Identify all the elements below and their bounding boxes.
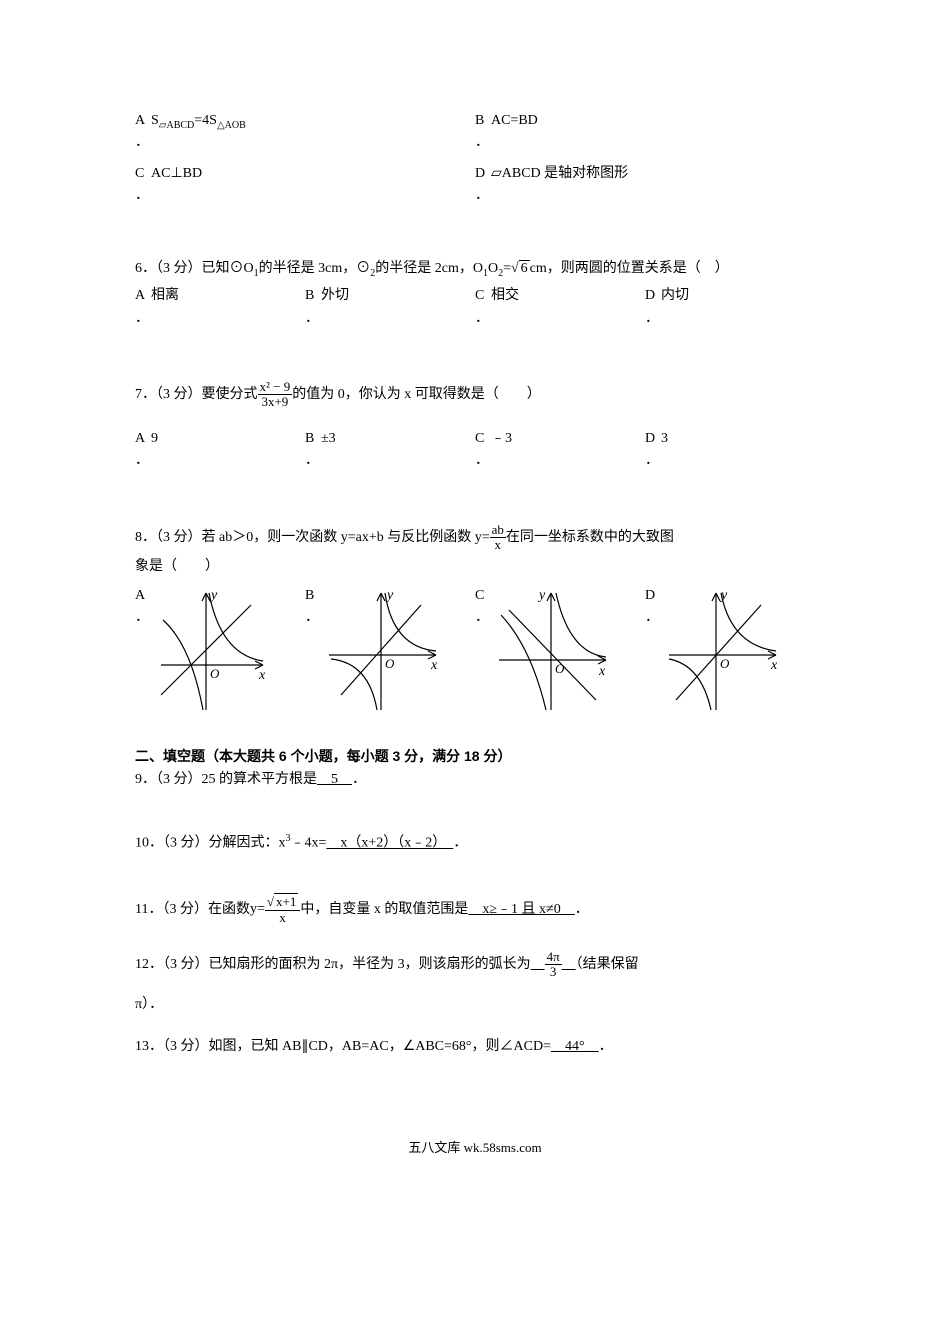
question-11: 11．（3 分）在函数y=x+1x中，自变量 x 的取值范围是 x≥﹣1 且 x… [135,895,815,925]
q12-line2: π）． [135,994,815,1016]
option-d-graph: D． y x O [645,585,815,715]
option-c: C ． AC⊥BD [135,163,475,208]
option-b: B． ±3 [305,428,475,473]
q13-answer: 44° [551,1039,599,1054]
q9-answer: 5 [317,772,352,787]
graph-d-svg: y x O [661,585,781,715]
option-c-letter: C [135,163,151,185]
option-d: D． 3 [645,428,815,473]
svg-text:x: x [430,658,438,673]
svg-text:y: y [719,588,728,603]
option-a-letter: A [135,110,151,132]
option-b-text: AC=BD [491,110,815,132]
q12-answer: 4π3 [531,957,576,972]
option-a: A． 相离 [135,285,305,330]
option-d: D． 内切 [645,285,815,330]
option-c-graph: C． y x O [475,585,645,715]
dot: ． [475,185,491,207]
dot: ． [135,132,151,154]
option-row-cd: C ． AC⊥BD D ． ▱ABCD 是轴对称图形 [135,163,815,208]
question-6: 6．（3 分）已知⊙O1的半径是 3cm，⊙2的半径是 2cm，O1O2=6cm… [135,258,815,331]
q6-options: A． 相离 B． 外切 C． 相交 D． 内切 [135,285,815,330]
svg-text:O: O [210,666,220,681]
dot: ． [475,132,491,154]
question-12: 12．（3 分）已知扇形的面积为 2π，半径为 3，则该扇形的弧长为 4π3 （… [135,950,815,1016]
sqrt-icon: x+1 [267,895,298,909]
dot: ． [135,185,151,207]
section-2-header: 二、填空题（本大题共 6 个小题，每小题 3 分，满分 18 分） [135,745,815,767]
svg-text:y: y [385,588,394,603]
svg-text:x: x [258,668,266,683]
option-row-ab: A ． S▱ABCD=4S△AOB B ． AC=BD [135,110,815,155]
svg-text:O: O [385,656,395,671]
fraction: x+1x [265,895,300,925]
graph-a-svg: y x O [151,585,271,715]
svg-text:O: O [720,656,730,671]
question-7: 7．（3 分）要使分式x² − 93x+9的值为 0，你认为 x 可取得数是（ … [135,380,815,472]
question-5-options: A ． S▱ABCD=4S△AOB B ． AC=BD C ． AC⊥BD D [135,110,815,208]
svg-text:x: x [770,658,778,673]
q12-line1: 12．（3 分）已知扇形的面积为 2π，半径为 3，则该扇形的弧长为 4π3 （… [135,950,815,980]
option-c-text: AC⊥BD [151,163,475,185]
option-b-letter: B [475,110,491,132]
option-b: B ． AC=BD [475,110,815,155]
option-a: A． 9 [135,428,305,473]
svg-text:y: y [537,588,546,603]
fraction: x² − 93x+9 [258,380,293,410]
option-a-text: S▱ABCD=4S△AOB [151,110,475,134]
page-footer: 五八文库 wk.58sms.com [135,1138,815,1159]
svg-text:y: y [209,588,218,603]
option-a-graph: A． y x O [135,585,305,715]
option-d-text: ▱ABCD 是轴对称图形 [491,163,815,185]
q8-stem-line1: 8．（3 分）若 ab＞0，则一次函数 y=ax+b 与反比例函数 y=abx在… [135,523,815,553]
option-a: A ． S▱ABCD=4S△AOB [135,110,475,155]
question-13: 13．（3 分）如图，已知 AB∥CD，AB=AC，∠ABC=68°，则∠ACD… [135,1036,815,1058]
graph-c-svg: y x O [491,585,611,715]
q10-answer: x（x+2）（x﹣2） [326,836,453,851]
fraction: abx [490,523,506,553]
option-c: C． ﹣3 [475,428,645,473]
q6-stem: 6．（3 分）已知⊙O1的半径是 3cm，⊙2的半径是 2cm，O1O2=6cm… [135,258,815,282]
q8-stem-line2: 象是（ ） [135,556,815,578]
option-b-graph: B． y x O [305,585,475,715]
question-10: 10．（3 分）分解因式：x3﹣4x= x（x+2）（x﹣2） ． [135,831,815,855]
option-d: D ． ▱ABCD 是轴对称图形 [475,163,815,208]
option-b: B． 外切 [305,285,475,330]
graph-b-svg: y x O [321,585,441,715]
q11-answer: x≥﹣1 且 x≠0 [468,902,574,917]
sqrt-icon: 6 [511,258,530,280]
question-8: 8．（3 分）若 ab＞0，则一次函数 y=ax+b 与反比例函数 y=abx在… [135,523,815,715]
svg-text:x: x [598,664,606,679]
q8-graphs: A． y x O B． [135,585,815,715]
q7-stem: 7．（3 分）要使分式x² − 93x+9的值为 0，你认为 x 可取得数是（ … [135,380,815,410]
q7-options: A． 9 B． ±3 C． ﹣3 D． 3 [135,428,815,473]
option-c: C． 相交 [475,285,645,330]
question-9: 9．（3 分）25 的算术平方根是 5 ． [135,769,815,791]
option-d-letter: D [475,163,491,185]
svg-text:O: O [555,661,565,676]
